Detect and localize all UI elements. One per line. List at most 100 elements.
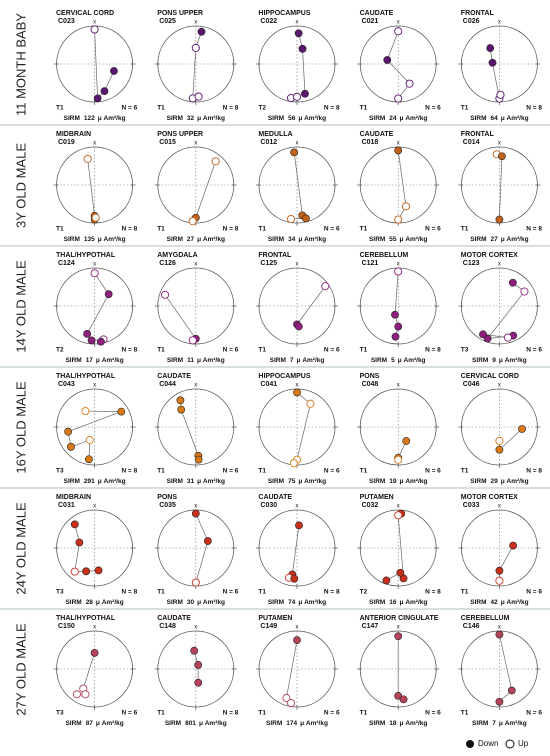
point-down [391, 310, 399, 319]
sirm-line: SIRM 55 μ Am²/kg [369, 236, 427, 243]
sirm-line: SIRM 32 μ Am²/kg [167, 115, 225, 122]
n-count: N = 6 [425, 226, 441, 233]
n-count: N = 8 [526, 468, 542, 475]
point-up [70, 567, 79, 576]
point-down [509, 541, 517, 550]
point-up [394, 455, 403, 464]
point-down [110, 67, 118, 75]
sirm-label: SIRM [369, 478, 385, 485]
sirm-line: SIRM 19 μ Am²/kg [369, 478, 427, 485]
sample-code: C025 [159, 18, 176, 25]
treatment: T1 [258, 347, 266, 354]
point-down [495, 630, 504, 639]
sample-code: C041 [260, 381, 277, 388]
sirm-line: SIRM 34 μ Am²/kg [268, 236, 326, 243]
sirm-unit: μ Am²/kg [96, 720, 124, 727]
panel-title: MOTOR CORTEX [461, 252, 518, 259]
sirm-value: 291 [84, 478, 95, 485]
panel-title: CAUDATE [258, 494, 292, 501]
point-down [104, 290, 113, 299]
point-up [503, 333, 512, 342]
sirm-value: 11 [187, 357, 194, 364]
point-up [188, 217, 197, 226]
sirm-value: 28 [86, 599, 94, 606]
demag-path [482, 282, 525, 339]
sirm-line: SIRM 75 μ Am²/kg [268, 478, 326, 485]
sirm-label: SIRM [268, 599, 284, 606]
n-count: N = 8 [324, 589, 340, 596]
treatment: T3 [56, 589, 64, 596]
sirm-unit: μ Am²/kg [298, 236, 326, 243]
sirm-line: SIRM 291 μ Am²/kg [64, 478, 126, 485]
point-down [394, 632, 403, 641]
sirm-unit: μ Am²/kg [499, 357, 527, 364]
north-marker: x [93, 625, 96, 631]
sirm-unit: μ Am²/kg [398, 357, 426, 364]
panel-title: CEREBELLUM [360, 252, 409, 259]
panel-title: CAUDATE [360, 131, 394, 138]
point-up [83, 154, 92, 164]
point-up [520, 287, 529, 296]
demag-path [290, 152, 307, 220]
treatment: T2 [258, 105, 266, 112]
point-down [90, 648, 99, 657]
point-down [518, 425, 526, 433]
sirm-label: SIRM [472, 720, 488, 727]
panel-title: MIDBRAIN [56, 131, 91, 138]
point-up [81, 690, 90, 699]
sample-code: C018 [362, 139, 379, 146]
north-marker: x [498, 262, 501, 268]
row-label: 24Y OLD MALE [13, 502, 28, 595]
n-count: N = 6 [324, 710, 340, 717]
point-down [82, 567, 91, 576]
sirm-value: 42 [491, 599, 499, 606]
treatment: T1 [461, 468, 469, 475]
demag-path [386, 31, 411, 99]
sirm-value: 135 [84, 236, 95, 243]
north-marker: x [397, 504, 400, 510]
sirm-label: SIRM [472, 357, 488, 364]
sirm-label: SIRM [167, 599, 183, 606]
sample-code: C032 [362, 502, 379, 509]
panel-title: CAUDATE [157, 615, 191, 622]
sirm-value: 24 [389, 115, 397, 122]
point-down [87, 336, 96, 345]
point-up [405, 79, 414, 88]
sirm-unit: μ Am²/kg [501, 115, 529, 122]
sirm-unit: μ Am²/kg [298, 599, 326, 606]
point-down [93, 94, 102, 103]
point-up [286, 214, 296, 224]
sample-code: C048 [362, 381, 379, 388]
n-count: N = 8 [526, 105, 542, 112]
sample-code: C019 [58, 139, 75, 146]
sirm-label: SIRM [266, 720, 282, 727]
treatment: T1 [258, 226, 266, 233]
treatment: T1 [56, 226, 64, 233]
panel-title: PONS UPPER [157, 131, 203, 138]
point-down [194, 661, 203, 669]
demag-path [499, 545, 514, 581]
n-count: N = 8 [121, 226, 137, 233]
sample-code: C126 [159, 260, 176, 267]
legend-up-symbol [505, 739, 515, 749]
sample-code: C150 [58, 623, 75, 630]
point-up [292, 92, 302, 101]
sirm-label: SIRM [470, 599, 486, 606]
sirm-value: 17 [86, 357, 94, 364]
sirm-unit: μ Am²/kg [298, 478, 326, 485]
sample-code: C149 [260, 623, 277, 630]
point-down [100, 87, 109, 96]
treatment: T1 [360, 468, 368, 475]
point-up [194, 92, 203, 101]
north-marker: x [296, 262, 299, 268]
sirm-unit: μ Am²/kg [98, 478, 126, 485]
sirm-value: 30 [187, 599, 195, 606]
panel-title: THAL/HYPOTHAL [56, 252, 116, 259]
sirm-line: SIRM 24 μ Am²/kg [369, 115, 427, 122]
sirm-value: 174 [286, 720, 297, 727]
point-down [64, 427, 73, 436]
panel-title: MIDBRAIN [56, 494, 91, 501]
sample-code: C035 [159, 502, 176, 509]
point-down [203, 537, 212, 545]
north-marker: x [93, 141, 96, 147]
